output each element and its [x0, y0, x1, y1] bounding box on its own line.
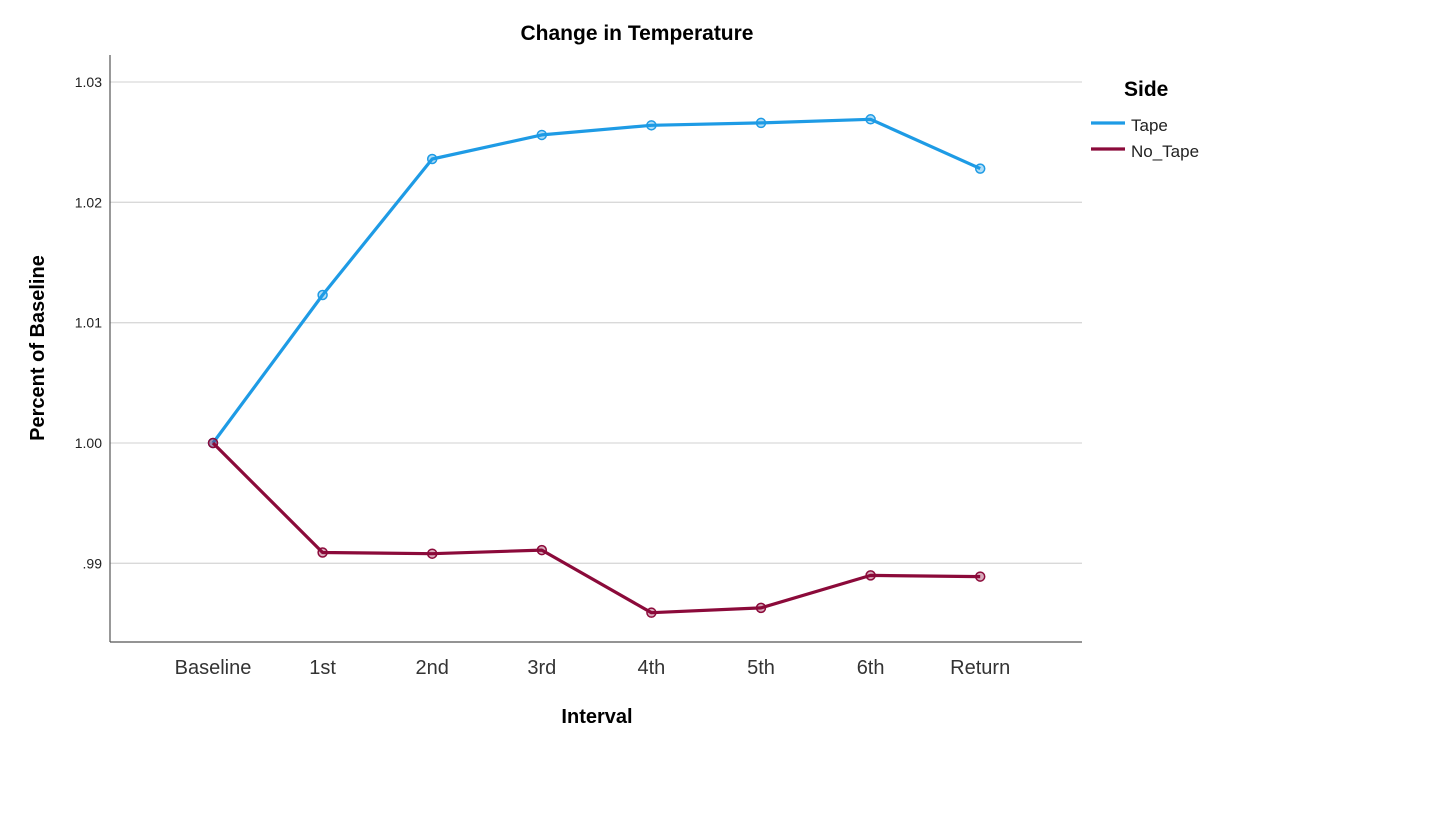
y-tick-label: 1.01 — [75, 315, 102, 331]
chart-title: Change in Temperature — [521, 22, 754, 45]
x-tick-label: 1st — [309, 657, 336, 679]
x-tick-label: 2nd — [416, 657, 449, 679]
x-axis-title: Interval — [561, 706, 632, 728]
data-point — [755, 602, 767, 614]
data-point — [536, 129, 548, 141]
y-tick-label: .99 — [83, 555, 103, 571]
legend-title: Side — [1124, 78, 1168, 101]
data-point — [646, 120, 657, 131]
gridlines — [110, 81, 1082, 564]
axes — [109, 55, 1082, 643]
x-tick-label: 3rd — [527, 657, 556, 679]
x-tick-label: Return — [950, 657, 1010, 679]
legend: Side Tape No_Tape — [1091, 78, 1199, 161]
series-line — [211, 117, 981, 444]
data-point — [865, 114, 876, 125]
legend-label: No_Tape — [1131, 142, 1199, 161]
y-axis-title: Percent of Baseline — [27, 255, 49, 441]
data-point — [974, 571, 986, 582]
data-point — [755, 117, 767, 129]
y-tick-label: 1.02 — [75, 194, 102, 210]
data-point — [426, 153, 438, 165]
y-tick-label: 1.03 — [75, 74, 102, 90]
data-point — [426, 548, 438, 559]
y-tick-label: 1.00 — [75, 435, 102, 451]
data-point — [646, 607, 657, 618]
x-tick-labels: Baseline 1st 2nd 3rd 4th 5th 6th Return — [175, 657, 1011, 679]
data-point — [317, 547, 328, 558]
x-tick-label: 4th — [637, 657, 665, 679]
series-line — [211, 441, 981, 615]
x-tick-label: Baseline — [175, 657, 252, 679]
data-point — [317, 289, 328, 301]
x-tick-label: 6th — [857, 657, 885, 679]
data-point — [536, 544, 548, 556]
data-point — [974, 163, 986, 174]
data-point — [207, 437, 219, 449]
series — [207, 114, 986, 618]
x-tick-label: 5th — [747, 657, 775, 679]
legend-label: Tape — [1131, 116, 1168, 135]
y-tick-labels: .99 1.00 1.01 1.02 1.03 — [75, 74, 102, 571]
data-point — [865, 570, 876, 581]
